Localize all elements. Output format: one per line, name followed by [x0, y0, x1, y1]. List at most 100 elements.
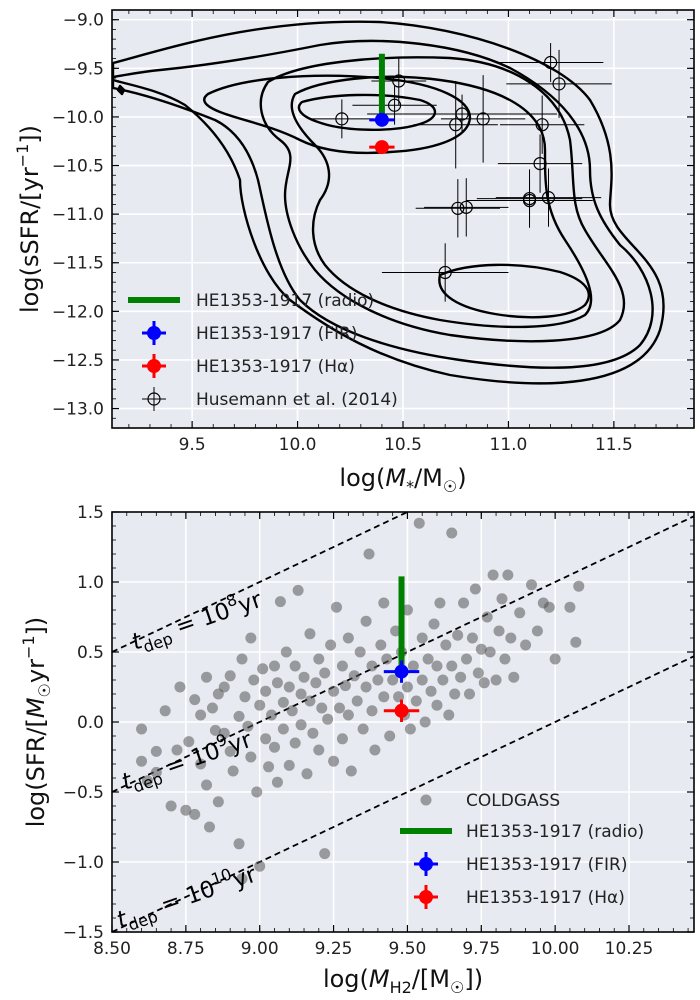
husemann-point-dot: [438, 265, 452, 280]
bottom-xtick-label: 9.00: [241, 939, 279, 959]
husemann-point: [424, 178, 509, 237]
coldgass-point: [407, 660, 419, 672]
coldgass-point: [159, 705, 171, 717]
coldgass-point: [260, 685, 272, 697]
legend-halpha-label-bottom: HE1353-1917 (Hα): [466, 888, 625, 908]
contour-level-3: [259, 56, 626, 343]
coldgass-point: [401, 681, 413, 693]
coldgass-point: [325, 639, 337, 651]
husemann-point: [367, 94, 557, 134]
coldgass-point: [283, 681, 295, 693]
coldgass-point: [570, 636, 582, 648]
coldgass-point: [443, 709, 455, 721]
coldgass-point: [357, 723, 369, 735]
bottom-xtick-label: 10.25: [605, 939, 654, 959]
bottom-panel: 8.50 8.75 9.00 9.25 9.50 9.75 10.00 10.25 −1.5 −1…: [19, 503, 695, 997]
coldgass-point: [401, 604, 413, 616]
coldgass-point: [336, 660, 348, 672]
husemann-point: [497, 43, 604, 82]
top-xtick-label: 10.0: [279, 435, 317, 455]
husemann-point: [466, 181, 593, 220]
bottom-ytick-label: 0.5: [77, 643, 104, 663]
legend-husemann-swatch: [142, 387, 166, 411]
top-ytick-label: −12.5: [52, 351, 104, 371]
coldgass-point: [233, 710, 245, 722]
coldgass-point: [366, 705, 378, 717]
legend-halpha-swatch: [142, 354, 166, 378]
top-ytick-label: −12.0: [52, 302, 104, 322]
coldgass-point: [378, 597, 390, 609]
coldgass-point: [472, 667, 484, 679]
coldgass-point: [331, 601, 343, 613]
coldgass-point: [573, 580, 585, 592]
top-contours: [111, 20, 665, 385]
husemann-point-dot: [451, 201, 465, 215]
coldgass-point: [413, 517, 425, 529]
coldgass-point: [419, 716, 431, 728]
top-x-axis-label: log(M*/M☉): [339, 464, 466, 496]
legend-radio-label: HE1353-1917 (radio): [196, 291, 374, 311]
husemann-point-dot: [476, 112, 490, 126]
coldgass-point: [289, 660, 301, 672]
legend-coldgass-label: COLDGASS: [466, 791, 560, 811]
bottom-ticks: 8.50 8.75 9.00 9.25 9.50 9.75 10.00 10.25 −1.5 −1…: [63, 503, 694, 959]
husemann-point-dot: [387, 98, 402, 112]
bottom-xtick-label: 9.50: [389, 939, 427, 959]
coldgass-point: [239, 691, 251, 703]
coldgass-point: [274, 596, 286, 608]
coldgass-point: [390, 625, 402, 637]
coldgass-point: [268, 660, 280, 672]
coldgass-point: [458, 597, 470, 609]
coldgass-point: [404, 723, 416, 735]
top-ytick-label: −9.0: [63, 11, 104, 31]
coldgass-point: [180, 804, 192, 816]
coldgass-point: [245, 751, 257, 763]
coldgass-point: [150, 745, 162, 757]
husemann-point: [352, 85, 437, 125]
bottom-xtick-label: 9.25: [315, 939, 353, 959]
coldgass-point: [431, 699, 443, 711]
coldgass-point: [316, 702, 328, 714]
coldgass-point: [363, 548, 375, 560]
top-ytick-label: −10.0: [52, 108, 104, 128]
contour-level-5: [203, 74, 472, 155]
top-legend: HE1353-1917 (radio) HE1353-1917 (FIR) HE…: [128, 291, 398, 411]
depletion-line: [112, 512, 410, 653]
coldgass-point: [195, 709, 207, 721]
coldgass-point: [452, 629, 464, 641]
coldgass-point: [416, 632, 428, 644]
coldgass-point: [322, 713, 334, 725]
top-ytick-label: −11.0: [52, 205, 104, 225]
coldgass-point: [499, 653, 511, 665]
coldgass-point: [209, 724, 221, 736]
coldgass-point: [183, 736, 195, 748]
coldgass-point: [455, 671, 467, 683]
bottom-legend: COLDGASS HE1353-1917 (radio) HE1353-1917…: [400, 791, 644, 909]
coldgass-point: [410, 695, 422, 707]
coldgass-point: [224, 670, 236, 682]
coldgass-point: [310, 677, 322, 689]
coldgass-point: [372, 674, 384, 686]
coldgass-point: [257, 663, 269, 675]
bottom-ytick-label: 1.5: [77, 503, 104, 523]
coldgass-point: [393, 691, 405, 703]
coldgass-point: [304, 695, 316, 707]
legend-halpha-label: HE1353-1917 (Hα): [196, 357, 355, 377]
husemann-point-dot: [392, 74, 406, 88]
coldgass-point: [336, 733, 348, 745]
coldgass-point: [351, 695, 363, 707]
husemann-point: [440, 75, 526, 163]
coldgass-point: [378, 691, 390, 703]
coldgass-point: [434, 597, 446, 609]
husemann-point-dot: [459, 200, 473, 214]
coldgass-point: [313, 744, 325, 756]
coldgass-point: [345, 765, 357, 777]
coldgass-point: [136, 723, 148, 735]
coldgass-point: [422, 653, 434, 665]
coldgass-point: [236, 653, 248, 665]
bottom-he1353-markers: [383, 576, 420, 722]
husemann-point: [381, 243, 509, 302]
contour-small-blob: [116, 84, 126, 96]
coldgass-point: [289, 737, 301, 749]
coldgass-point: [292, 584, 304, 596]
